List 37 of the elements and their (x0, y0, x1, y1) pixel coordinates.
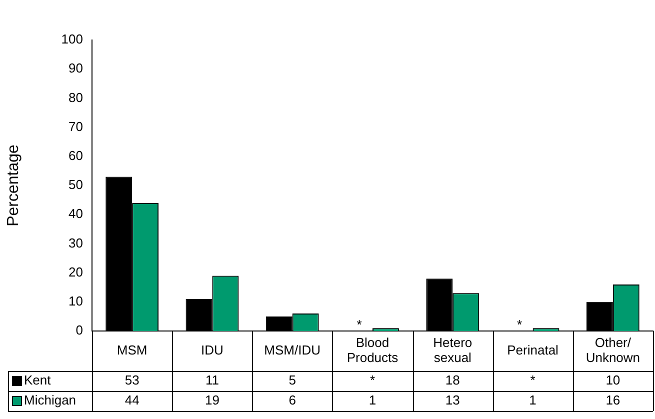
y-tick-label: 40 (68, 206, 83, 222)
x-tick-label: Blood Products (346, 335, 399, 366)
y-tick-label: 10 (68, 293, 83, 308)
y-tick-label: 90 (68, 60, 83, 76)
x-tick-label: Hetero sexual (433, 335, 472, 366)
y-tick-label: 20 (68, 264, 83, 280)
x-tick-label: MSM (116, 342, 148, 358)
data-label: 19 (204, 392, 220, 408)
legend-label: Kent (24, 372, 52, 388)
data-label: 13 (445, 392, 460, 408)
data-label: 6 (288, 392, 296, 408)
x-tick-label: Other/ Unknown (586, 335, 640, 366)
data-label: 18 (445, 372, 460, 388)
y-tick-label: 0 (76, 322, 83, 338)
y-tick-label: 80 (68, 90, 83, 105)
y-tick-label: 60 (68, 148, 83, 163)
data-label: 1 (529, 392, 536, 408)
y-tick-label: 30 (68, 235, 83, 250)
data-label: 11 (205, 372, 219, 388)
y-axis-title: Percentage (5, 144, 22, 226)
x-tick-label: MSM/IDU (264, 342, 321, 358)
y-tick-label: 50 (68, 177, 83, 192)
x-tick-label: IDU (201, 342, 224, 358)
legend-label: Michigan (24, 392, 76, 408)
text: * (530, 372, 536, 388)
data-label: 10 (606, 372, 620, 388)
annotation: * (517, 317, 522, 332)
data-label: 53 (124, 372, 140, 388)
data-label: 5 (288, 372, 296, 388)
data-label: 1 (368, 392, 376, 408)
data-label: 16 (606, 392, 620, 408)
data-label: 44 (124, 392, 140, 408)
annotation: * (356, 317, 362, 332)
text: * (370, 372, 376, 388)
y-tick-label: 70 (68, 118, 83, 134)
x-tick-label: Perinatal (507, 342, 559, 358)
y-tick-label: 100 (61, 32, 83, 47)
